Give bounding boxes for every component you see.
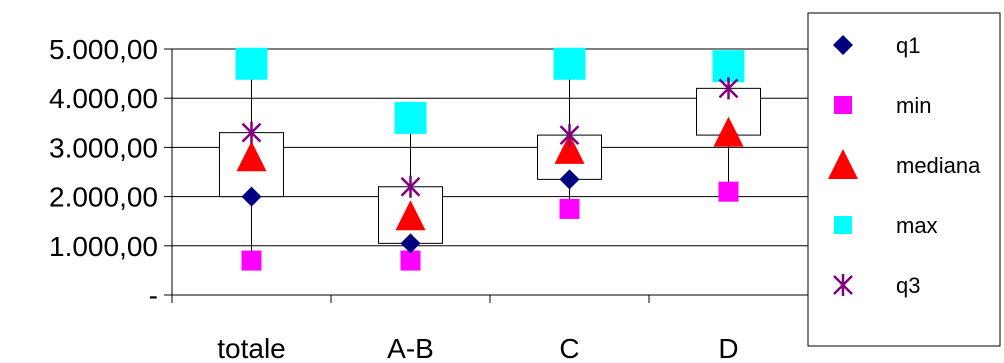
y-tick-label: 2.000,00 [49,182,158,213]
y-tick-label: 5.000,00 [49,34,158,65]
mediana-point [713,116,744,147]
y-tick-label: 4.000,00 [49,83,158,114]
max-point [712,50,745,83]
q3-point [400,175,421,198]
x-tick-label: D [718,333,738,363]
legend-box [807,12,1001,347]
y-tick-label: 1.000,00 [49,231,158,262]
min-point [241,250,262,271]
legend: q1 min mediana max q3 [807,12,1001,347]
legend-mediana-marker [828,149,858,179]
x-tick-label: totale [217,333,286,363]
legend-min-marker [834,96,852,114]
legend-q1-marker [833,35,853,55]
q1-point [559,169,580,190]
legend-mediana-label: mediana [896,153,981,178]
legend-min-label: min [896,93,931,118]
mediana-point [395,200,426,231]
min-point [400,250,421,271]
legend-max-label: max [896,213,938,238]
max-point [394,101,427,134]
min-point [718,181,739,202]
legend-q3-marker [833,274,853,296]
boxes [219,63,761,261]
legend-max-marker [834,216,852,234]
y-tick-label: 3.000,00 [49,132,158,163]
min-point [559,198,580,219]
y-tick-labels: - 1.000,00 2.000,00 3.000,00 4.000,00 5.000,0… [49,34,158,311]
x-tick-labels: totale A-B C D [217,333,738,363]
q3-point [718,77,739,100]
q3-point [241,121,262,144]
q3-point [559,124,580,147]
mediana-point [236,141,267,172]
x-tick-label: C [559,333,579,363]
max-point [553,47,586,80]
axes [164,48,809,303]
mediana-point [554,133,585,164]
legend-q1-label: q1 [896,33,920,58]
max-point [235,47,268,80]
legend-q3-label: q3 [896,273,920,298]
q1-point [400,233,421,254]
x-tick-label: A-B [387,333,434,363]
q1-point [241,186,262,207]
data-markers [235,47,745,271]
y-tick-label: - [149,280,158,311]
